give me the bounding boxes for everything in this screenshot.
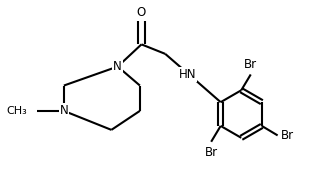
Text: Br: Br (244, 58, 257, 71)
Text: O: O (137, 6, 146, 19)
Text: N: N (60, 104, 68, 117)
Text: Br: Br (205, 146, 218, 159)
Text: Br: Br (281, 129, 294, 142)
Text: CH₃: CH₃ (7, 106, 27, 116)
Text: HN: HN (179, 68, 196, 81)
Text: N: N (113, 60, 122, 73)
